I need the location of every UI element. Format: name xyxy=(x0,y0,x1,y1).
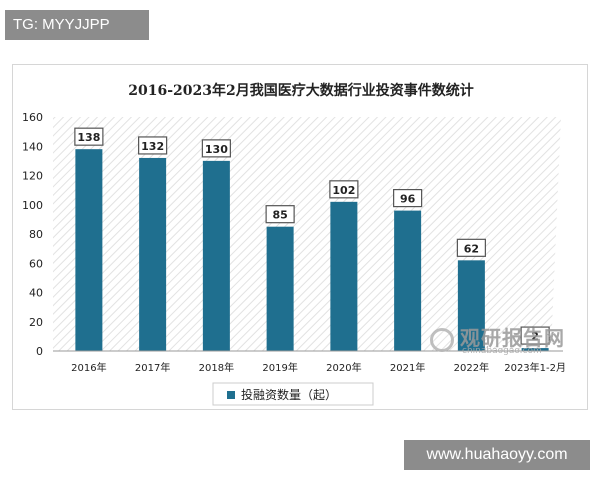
bar xyxy=(330,201,358,351)
data-label-box xyxy=(520,326,550,345)
data-label-box xyxy=(265,205,295,224)
x-tick-label: 2020年 xyxy=(326,361,361,374)
y-tick-label: 140 xyxy=(22,140,43,153)
data-label: 102 xyxy=(332,184,355,197)
y-tick-label: 160 xyxy=(22,111,43,124)
data-label-box xyxy=(201,139,231,158)
bar xyxy=(521,348,549,351)
watermark: 观研报告网 chinabaogao.com xyxy=(430,322,580,362)
url-badge: www.huahaoyy.com xyxy=(404,440,590,470)
data-label-box xyxy=(74,127,104,146)
y-tick-label: 80 xyxy=(29,228,43,241)
y-tick-label: 60 xyxy=(29,257,43,270)
legend-label: 投融资数量（起） xyxy=(241,387,337,402)
legend-swatch xyxy=(227,391,235,399)
chart-title: 2016-2023年2月我国医疗大数据行业投资事件数统计 xyxy=(128,82,473,99)
y-tick-label: 40 xyxy=(29,287,43,300)
bar xyxy=(202,160,230,351)
x-tick-label: 2017年 xyxy=(135,361,170,374)
watermark-cn: 观研报告网 xyxy=(460,326,565,350)
bar xyxy=(75,149,103,351)
y-tick-label: 100 xyxy=(22,199,43,212)
x-tick-label: 2021年 xyxy=(390,361,425,374)
data-label-box xyxy=(138,136,168,155)
data-label-box xyxy=(329,180,359,199)
legend: 投融资数量（起） xyxy=(212,382,374,406)
x-axis: 2016年 2017年 2018年 2019年 2020年 2021年 2022年 2023年… xyxy=(53,350,566,374)
data-label: 85 xyxy=(272,209,287,222)
y-tick-label: 20 xyxy=(29,316,43,329)
y-tick-label: 120 xyxy=(22,170,43,183)
tg-badge: TG: MYYJJPP xyxy=(5,10,149,40)
data-label: 2 xyxy=(531,330,539,343)
bar-chart: 2016-2023年2月我国医疗大数据行业投资事件数统计 0 20 40 60 80 10… xyxy=(22,82,566,406)
x-tick-label: 2018年 xyxy=(199,361,234,374)
x-tick-label: 2023年1-2月 xyxy=(504,361,566,374)
watermark-logo-icon xyxy=(430,328,454,352)
bar xyxy=(139,157,167,351)
x-tick-label: 2022年 xyxy=(454,361,489,374)
plot-background xyxy=(53,117,561,351)
watermark-en: chinabaogao.com xyxy=(462,346,542,356)
bar xyxy=(266,226,294,351)
y-tick-label: 0 xyxy=(36,345,43,358)
x-tick-label: 2019年 xyxy=(262,361,297,374)
data-label: 132 xyxy=(141,140,164,153)
data-label: 138 xyxy=(77,131,100,144)
data-label-box xyxy=(456,238,486,257)
data-label: 96 xyxy=(400,193,416,206)
bar xyxy=(457,260,485,351)
bars: 138 132 130 85 102 96 62 2 xyxy=(74,127,550,351)
data-label: 130 xyxy=(205,143,228,156)
data-label-box xyxy=(393,188,423,208)
data-label: 62 xyxy=(464,242,479,255)
chart-frame: 2016-2023年2月我国医疗大数据行业投资事件数统计 0 20 40 60 80 10… xyxy=(12,64,588,410)
x-tick-label: 2016年 xyxy=(71,361,106,374)
bar xyxy=(394,210,422,351)
y-axis: 0 20 40 60 80 100 120 140 160 xyxy=(22,111,43,358)
